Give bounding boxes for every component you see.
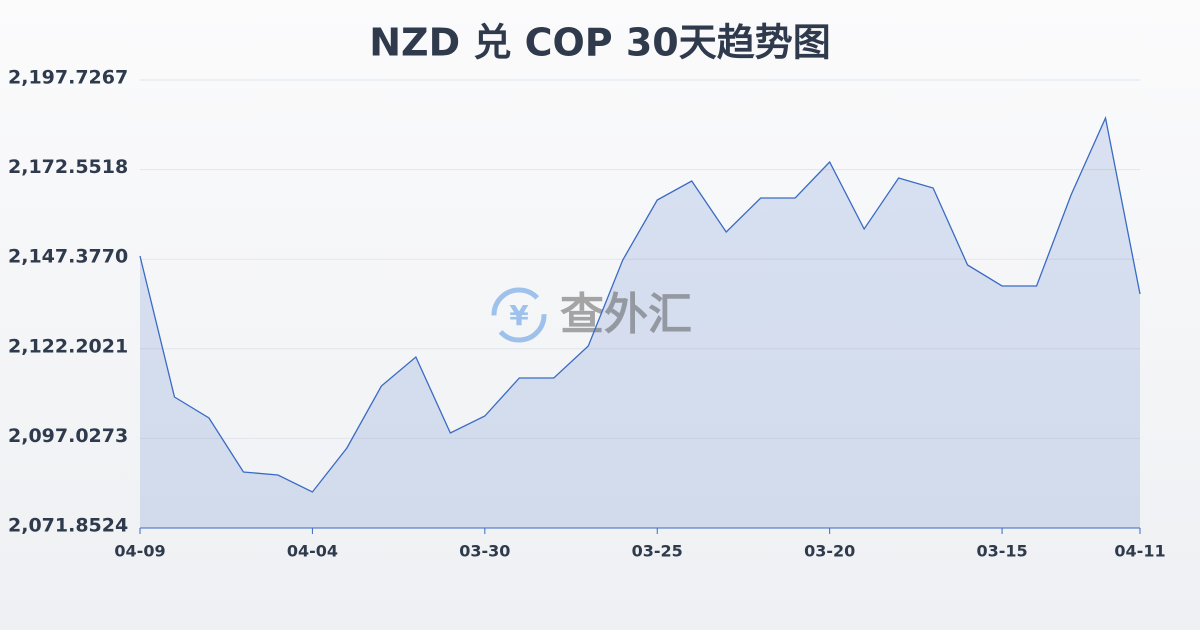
watermark-icon — [491, 287, 547, 343]
y-tick-label: 2,172.5518 — [8, 156, 128, 178]
x-tick-label: 04-04 — [287, 542, 338, 561]
y-tick-label: 2,071.8524 — [8, 515, 128, 537]
y-tick-label: 2,122.2021 — [8, 335, 128, 357]
x-tick-label: 03-15 — [976, 542, 1027, 561]
area — [140, 117, 1140, 528]
y-tick-label: 2,147.3770 — [8, 246, 128, 268]
y-tick-label: 2,097.0273 — [8, 425, 128, 447]
line — [139, 115, 1141, 493]
watermark-text: 查外汇 — [560, 289, 692, 340]
watermark-icon-symbol: ¥ — [509, 299, 529, 332]
x-tick-label: 04-09 — [114, 542, 165, 561]
y-tick-label: 2,197.7267 — [8, 67, 128, 89]
x-tick-label: 03-25 — [632, 542, 683, 561]
x-tick-label: 03-20 — [804, 542, 855, 561]
chart-title: NZD 兑 COP 30天趋势图 — [369, 21, 831, 65]
watermark: ¥ 查外汇 — [491, 287, 692, 343]
x-tick-label: 04-11 — [1114, 542, 1165, 561]
x-tick-label: 03-30 — [459, 542, 510, 561]
